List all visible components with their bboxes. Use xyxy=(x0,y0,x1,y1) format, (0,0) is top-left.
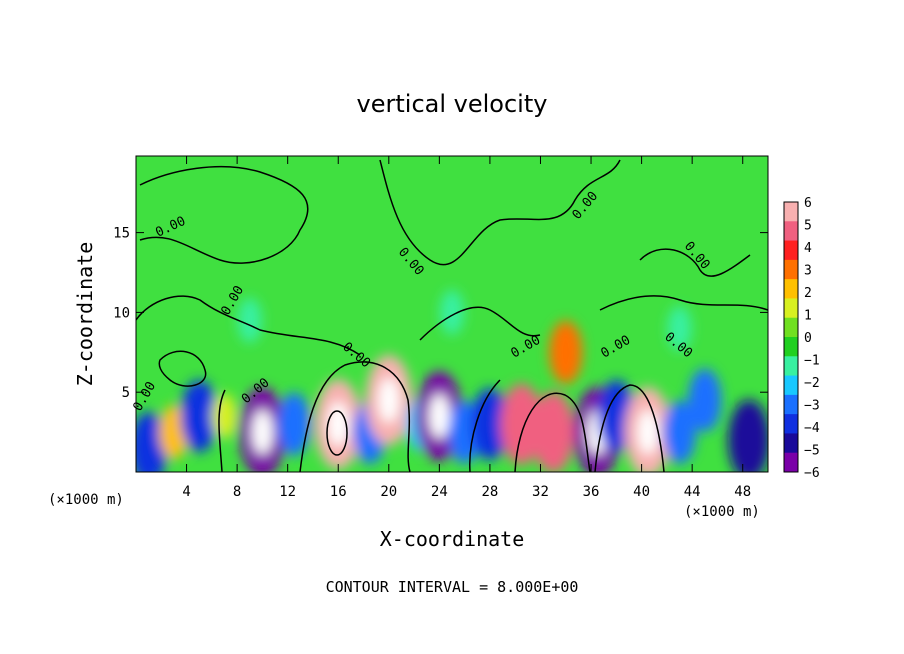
velocity-cell-14 xyxy=(532,391,575,472)
contour-line xyxy=(599,295,768,311)
y-tick-label: 5 xyxy=(122,385,130,401)
velocity-cell-5 xyxy=(277,392,311,456)
colorbar-swatch xyxy=(784,433,798,454)
colorbar-tick-label: −5 xyxy=(804,444,820,459)
x-unit-right: (×1000 m) xyxy=(684,504,760,520)
x-tick-label: 12 xyxy=(279,484,296,500)
velocity-core-18 xyxy=(637,409,659,455)
colorbar-swatch xyxy=(784,452,798,473)
y-tick-label: 10 xyxy=(113,305,130,321)
contour-line xyxy=(594,384,665,472)
colorbar-swatch xyxy=(784,202,798,222)
contour-line xyxy=(139,165,309,264)
contour-line xyxy=(514,392,591,472)
plot-area: 0.00 0.00 0.00 0.00 0.00 0.00 0.00 0.00 … xyxy=(130,155,769,473)
colorbar-tick-label: −3 xyxy=(804,399,820,414)
x-unit-left: (×1000 m) xyxy=(48,492,124,508)
y-tick-label: 15 xyxy=(113,226,130,242)
contour-line xyxy=(469,379,501,472)
x-tick-label: 28 xyxy=(481,484,498,500)
contour-line xyxy=(326,410,348,456)
velocity-cell-19 xyxy=(662,400,697,464)
contour-line xyxy=(419,306,541,341)
colorbar-tick-label: −2 xyxy=(804,376,820,391)
colorbar: 6 5 4 3 2 1 0 −1 −2 −3 −4 −5 −6 xyxy=(783,196,820,481)
velocity-cell-23 xyxy=(439,289,465,335)
colorbar-swatch xyxy=(784,394,798,415)
colorbar-swatch xyxy=(784,298,798,319)
x-tick-label: 8 xyxy=(233,484,241,500)
colorbar-tick-label: −6 xyxy=(804,466,820,481)
colorbar-swatch xyxy=(784,375,798,396)
contour-line xyxy=(218,389,226,472)
colorbar-swatch xyxy=(784,259,798,280)
colorbar-tick-label: 6 xyxy=(804,196,812,211)
contour-line xyxy=(639,248,751,277)
velocity-cell-24 xyxy=(667,305,692,351)
velocity-cell-0 xyxy=(136,412,168,472)
colorbar-swatch xyxy=(784,317,798,338)
y-axis-label: Z-coordinate xyxy=(73,242,97,387)
contour-line xyxy=(299,361,411,472)
colorbar-tick-label: 1 xyxy=(804,309,812,324)
x-tick-label: 4 xyxy=(182,484,190,500)
colorbar-swatch xyxy=(784,279,798,299)
velocity-field xyxy=(136,289,768,472)
x-tick-label: 24 xyxy=(431,484,448,500)
colorbar-swatch xyxy=(784,240,798,261)
colorbar-tick-label: 3 xyxy=(804,264,812,279)
colorbar-tick-label: 0 xyxy=(804,331,812,346)
contour-line xyxy=(379,159,621,266)
colorbar-swatch xyxy=(784,221,798,242)
velocity-core-4 xyxy=(251,409,273,455)
x-tick-label: 36 xyxy=(583,484,600,500)
colorbar-swatch xyxy=(784,337,798,357)
velocity-cell-3 xyxy=(212,393,237,439)
x-tick-label: 16 xyxy=(330,484,347,500)
contour-line xyxy=(136,295,361,356)
velocity-cell-22 xyxy=(237,297,262,343)
y-axis: 5 10 15 xyxy=(113,226,768,401)
velocity-cell-21 xyxy=(728,399,768,472)
x-axis-label: X-coordinate xyxy=(380,527,525,551)
colorbar-tick-label: 5 xyxy=(804,219,812,234)
colorbar-swatch xyxy=(784,414,798,434)
chart-title: vertical velocity xyxy=(357,90,548,118)
zero-contours xyxy=(136,159,768,472)
colorbar-tick-label: 2 xyxy=(804,286,812,301)
x-axis: 4 8 12 16 20 24 28 32 36 40 44 48 xyxy=(182,156,751,500)
velocity-core-10 xyxy=(428,393,450,439)
velocity-cell-12 xyxy=(471,388,509,461)
velocity-core-8 xyxy=(378,377,400,423)
plot-frame xyxy=(135,155,769,473)
velocity-cell-13 xyxy=(500,383,543,465)
x-tick-label: 44 xyxy=(684,484,701,500)
velocity-cell-15 xyxy=(549,320,583,384)
contour-interval-note: CONTOUR INTERVAL = 8.000E+00 xyxy=(326,578,579,596)
contour-line xyxy=(158,350,207,387)
x-tick-label: 48 xyxy=(734,484,751,500)
velocity-cell-20 xyxy=(688,368,722,432)
colorbar-frame xyxy=(783,201,799,473)
colorbar-tick-label: −1 xyxy=(804,354,820,369)
colorbar-tick-label: 4 xyxy=(804,241,812,256)
x-tick-label: 40 xyxy=(633,484,650,500)
colorbar-tick-label: −4 xyxy=(804,421,820,436)
velocity-cell-2 xyxy=(180,380,218,453)
colorbar-swatch xyxy=(784,356,798,377)
x-tick-label: 20 xyxy=(380,484,397,500)
x-tick-label: 32 xyxy=(532,484,549,500)
